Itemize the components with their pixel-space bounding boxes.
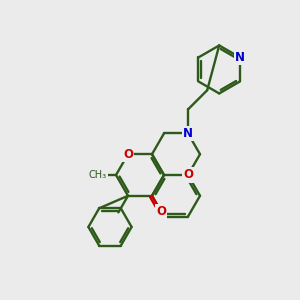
Text: N: N bbox=[183, 127, 193, 140]
Text: O: O bbox=[123, 148, 133, 161]
Text: O: O bbox=[183, 169, 193, 182]
Text: N: N bbox=[235, 51, 245, 64]
Text: O: O bbox=[156, 205, 166, 218]
Text: CH₃: CH₃ bbox=[89, 170, 107, 180]
